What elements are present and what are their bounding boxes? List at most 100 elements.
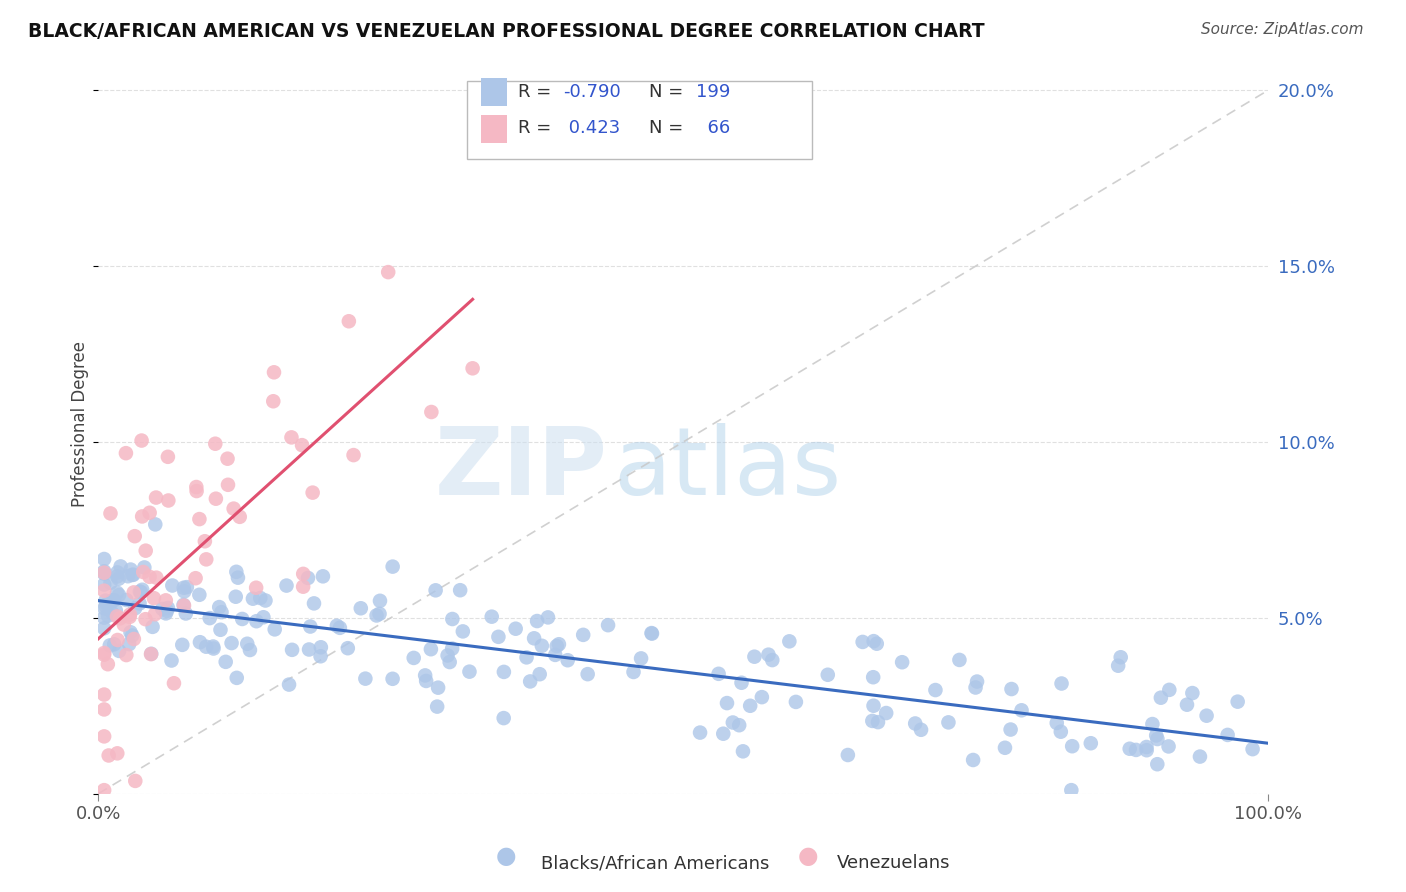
Point	[1046, 715, 1069, 730]
Point	[731, 744, 754, 758]
Point	[860, 714, 883, 728]
Point	[1060, 783, 1083, 797]
Point	[222, 501, 245, 516]
Point	[278, 677, 301, 691]
Point	[160, 653, 183, 667]
Point	[276, 578, 298, 592]
Point	[1062, 739, 1084, 754]
Point	[994, 740, 1017, 755]
Point	[910, 723, 932, 737]
Point	[209, 623, 232, 637]
Point	[162, 578, 184, 592]
Point	[740, 698, 762, 713]
Point	[492, 711, 515, 725]
Point	[1159, 682, 1181, 697]
Point	[98, 639, 121, 653]
Point	[1136, 743, 1159, 757]
Point	[904, 716, 927, 731]
Point	[121, 568, 143, 582]
Point	[1080, 736, 1102, 750]
Point	[641, 626, 664, 640]
Point	[291, 438, 314, 452]
Point	[337, 314, 360, 328]
Point	[131, 509, 153, 524]
Point	[350, 601, 373, 615]
Text: N =: N =	[650, 119, 689, 137]
Point	[262, 394, 284, 409]
Point	[156, 450, 179, 464]
Point	[93, 583, 115, 598]
Point	[105, 609, 128, 624]
Point	[142, 591, 165, 606]
Point	[728, 718, 751, 732]
Point	[505, 622, 527, 636]
Point	[309, 649, 332, 664]
Point	[225, 671, 247, 685]
Point	[139, 647, 162, 661]
Point	[966, 674, 988, 689]
Text: -0.790: -0.790	[562, 83, 620, 101]
Point	[93, 783, 115, 797]
Point	[120, 625, 142, 640]
Point	[640, 626, 662, 640]
Point	[758, 648, 780, 662]
Point	[381, 559, 404, 574]
Point	[458, 665, 481, 679]
Text: R =: R =	[519, 119, 557, 137]
Point	[103, 637, 125, 651]
Point	[449, 583, 471, 598]
Point	[1188, 749, 1211, 764]
Point	[245, 581, 267, 595]
Point	[1150, 690, 1173, 705]
Point	[215, 655, 238, 669]
Point	[93, 702, 115, 716]
Point	[342, 448, 364, 462]
Point	[263, 365, 285, 379]
Point	[451, 624, 474, 639]
Point	[173, 584, 195, 599]
Point	[172, 638, 194, 652]
Point	[486, 630, 509, 644]
Point	[938, 715, 960, 730]
Point	[188, 512, 211, 526]
Point	[142, 620, 165, 634]
Point	[402, 651, 425, 665]
Point	[249, 591, 271, 605]
Point	[93, 610, 115, 624]
Point	[326, 619, 349, 633]
Text: ●: ●	[496, 845, 516, 869]
Text: 199: 199	[696, 83, 730, 101]
Point	[122, 567, 145, 582]
Point	[368, 607, 391, 621]
Point	[515, 650, 537, 665]
Point	[108, 588, 131, 602]
Point	[441, 612, 464, 626]
Point	[1241, 742, 1264, 756]
Point	[236, 637, 259, 651]
Text: R =: R =	[519, 83, 557, 101]
Point	[761, 653, 783, 667]
Point	[186, 483, 208, 498]
Point	[572, 628, 595, 642]
Point	[1125, 743, 1147, 757]
Point	[1118, 741, 1140, 756]
Point	[105, 585, 128, 599]
Point	[862, 670, 884, 684]
Point	[441, 641, 464, 656]
Point	[1000, 681, 1022, 696]
Point	[530, 639, 553, 653]
Point	[242, 591, 264, 606]
Point	[231, 612, 253, 626]
Point	[93, 566, 115, 581]
Point	[211, 605, 233, 619]
Point	[93, 688, 115, 702]
Point	[115, 593, 138, 607]
Point	[1142, 717, 1164, 731]
Point	[195, 552, 218, 566]
Text: N =: N =	[650, 83, 689, 101]
Point	[118, 637, 141, 651]
FancyBboxPatch shape	[467, 81, 811, 159]
Point	[1135, 739, 1157, 754]
Point	[875, 706, 897, 720]
Point	[155, 607, 177, 621]
